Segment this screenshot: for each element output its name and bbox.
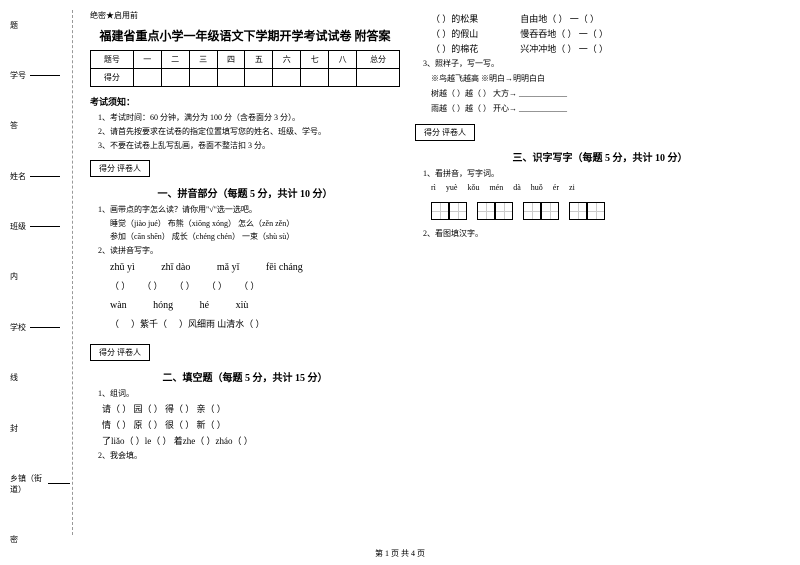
table-row: 题号 一 二 三 四 五 六 七 八 总分 [91,51,400,69]
fill-row: 雨越（ ）越（ ） 开心→ ____________ [431,103,785,114]
fold-line [72,10,73,535]
label-xiangzhen: 乡镇（街道） [10,473,44,495]
question-sub: 参加（cān shēn） 成长（chéng chén） 一束（shù sù） [110,231,400,242]
section-2-title: 二、填空题（每题 5 分，共计 15 分） [90,369,400,384]
tian-grid [477,202,495,220]
right-column: （ ）的松果自由地（ ） 一（ ） （ ）的假山慢吞吞地（ ） 一（ ） （ ）… [415,10,785,242]
score-box: 得分 评卷人 [415,124,475,141]
fill-row: 情（ ） 原（ ） 很（ ） 新（ ） [102,418,400,431]
label-xingming: 姓名 [10,171,26,182]
fill-row: 请（ ） 园（ ） 得（ ） 亲（ ） [102,402,400,415]
score-table: 题号 一 二 三 四 五 六 七 八 总分 得分 [90,50,400,87]
paren-row: （ ）（ ）（ ）（ ）（ ） [110,279,400,292]
question-sub: 睡觉（jiào jué） 布熊（xiōng xóng） 怎么（zěn zěn） [110,218,400,229]
table-row: 得分 [91,69,400,87]
exam-title: 福建省重点小学一年级语文下学期开学考试试卷 附答案 [90,27,400,44]
pinyin-row: zhǔ yì zhī dào mǎ yǐ fēi cháng [110,262,400,273]
notice-item: 2、请首先按要求在试卷的指定位置填写您的姓名、班级、学号。 [98,126,400,137]
label-xuehao: 学号 [10,70,26,81]
tian-grid [449,202,467,220]
score-box: 得分 评卷人 [90,160,150,177]
page-footer: 第 1 页 共 4 页 [0,548,800,559]
tian-grid [587,202,605,220]
label-nei: 内 [10,271,18,282]
write-grid-row [431,202,785,220]
score-box: 得分 评卷人 [90,344,150,361]
fill-item: （ ）的假山慢吞吞地（ ） 一（ ） [431,27,785,40]
question-text: 2、读拼音写字。 [98,245,400,256]
section-1-title: 一、拼音部分（每题 5 分，共计 10 分） [90,185,400,200]
tian-grid [523,202,541,220]
notice-item: 3、不要在试卷上乱写乱画，卷面不整洁扣 3 分。 [98,140,400,151]
tian-grid [431,202,449,220]
question-text: 2、我会填。 [98,450,400,461]
question-text: 3、照样子，写一写。 [423,58,785,69]
label-mi: 密 [10,534,18,545]
label-xian: 线 [10,372,18,383]
fill-row: 了liǎo（ ）le（ ） 着zhe（ ）zháo（ ） [102,434,400,447]
label-xuexiao: 学校 [10,322,26,333]
tian-grid [495,202,513,220]
notice-title: 考试须知： [90,95,400,108]
tian-grid [569,202,587,220]
paren-row: （ ）紫千（）风细雨 山清水（ ） [110,317,400,330]
label-feng: 封 [10,423,18,434]
secret-label: 绝密★启用前 [90,10,400,21]
question-text: 1、画带点的字怎么读？请你用"√"选一选吧。 [98,204,400,215]
question-text: 1、组词。 [98,388,400,399]
question-text: 1、看拼音，写字词。 [423,168,785,179]
fill-item: （ ）的松果自由地（ ） 一（ ） [431,12,785,25]
notice-item: 1、考试时间：60 分钟，满分为 100 分（含卷面分 3 分）。 [98,112,400,123]
section-3-title: 三、识字写字（每题 5 分，共计 10 分） [415,149,785,164]
pinyin-grid-row: rì yuè kǒu mén dà huǒ ér zi [431,183,785,194]
pinyin-row: wàn hóng hé xiù [110,300,400,311]
left-column: 绝密★启用前 福建省重点小学一年级语文下学期开学考试试卷 附答案 题号 一 二 … [90,10,400,464]
tian-grid [541,202,559,220]
label-da: 答 [10,120,18,131]
question-text: 2、看图填汉字。 [423,228,785,239]
fill-row: 树越（ ）越（ ） 大方→ ____________ [431,88,785,99]
binding-margin: 题 学号 答 姓名 班级 内 学校 线 封 乡镇（街道） 密 [10,0,70,565]
label-ti: 题 [10,20,18,31]
example-row: ※鸟越飞越高 ※明白→明明白白 [431,73,785,84]
fill-item: （ ）的棉花兴冲冲地（ ） 一（ ） [431,42,785,55]
label-banji: 班级 [10,221,26,232]
